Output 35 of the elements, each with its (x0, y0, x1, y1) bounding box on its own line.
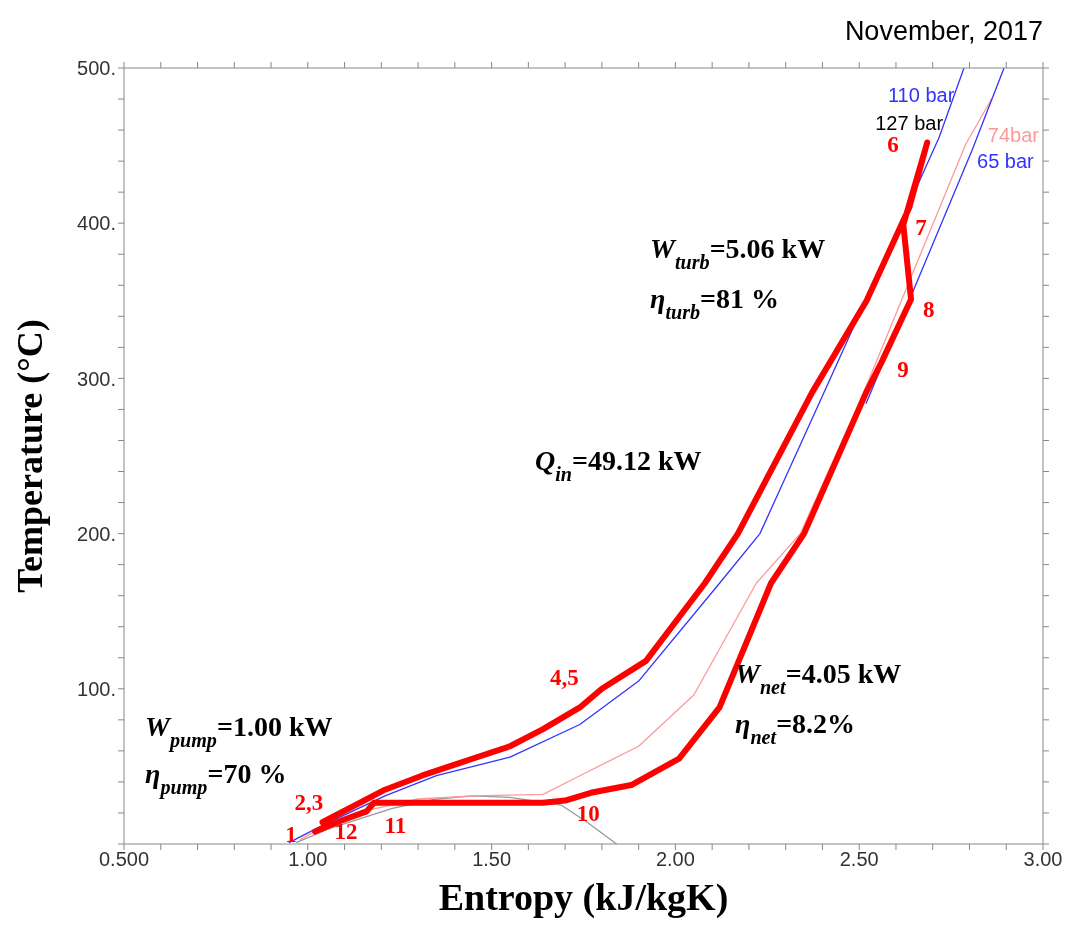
chart-title: November, 2017 (844, 16, 1043, 46)
annotation: W$_{pump}$=1.00 kW (145, 711, 333, 752)
annotation: 9 (897, 356, 909, 382)
annotation: 4,5 (549, 664, 579, 690)
annotation: η$_{turb}$=81 % (650, 283, 780, 323)
annotation: 127 bar (875, 112, 944, 135)
annotation: 7 (915, 214, 927, 240)
series-label: 74bar (987, 124, 1040, 147)
series-label: 65 bar (977, 150, 1035, 173)
x-tick-label: 2.00 (655, 848, 695, 871)
annotation: 1 (285, 821, 297, 847)
annotation: W$_{turb}$=5.06 kW (650, 233, 826, 273)
x-tick-label: 3.00 (1023, 848, 1063, 871)
y-tick-label: 300. (77, 367, 116, 390)
annotation: W$_{net}$=4.05 kW (735, 658, 902, 698)
annotation: 8 (923, 297, 935, 323)
y-axis-title: Temperature (°C) (10, 319, 50, 593)
x-tick-label: 1.50 (472, 848, 512, 871)
y-tick-label: 200. (77, 522, 116, 545)
annotation: η$_{net}$=8.2% (735, 708, 856, 748)
y-tick-label: 400. (77, 212, 116, 235)
x-tick-label: 2.50 (839, 848, 879, 871)
x-tick-label: 1.00 (288, 848, 328, 871)
annotation: 11 (384, 812, 407, 838)
annotation: 6 (887, 132, 899, 158)
y-tick-label: 500. (77, 57, 116, 80)
annotation: Q$_{in}$=49.12 kW (535, 445, 702, 485)
x-tick-label: 0.500 (98, 848, 150, 871)
annotation: 12 (334, 819, 358, 845)
annotation: 2,3 (294, 790, 324, 816)
series-label: 110 bar (887, 84, 955, 106)
annotation: 10 (576, 800, 600, 826)
x-axis-title: Entropy (kJ/kgK) (438, 876, 729, 919)
y-tick-label: 100. (77, 677, 116, 700)
annotation: η$_{pump}$=70 % (145, 758, 287, 799)
